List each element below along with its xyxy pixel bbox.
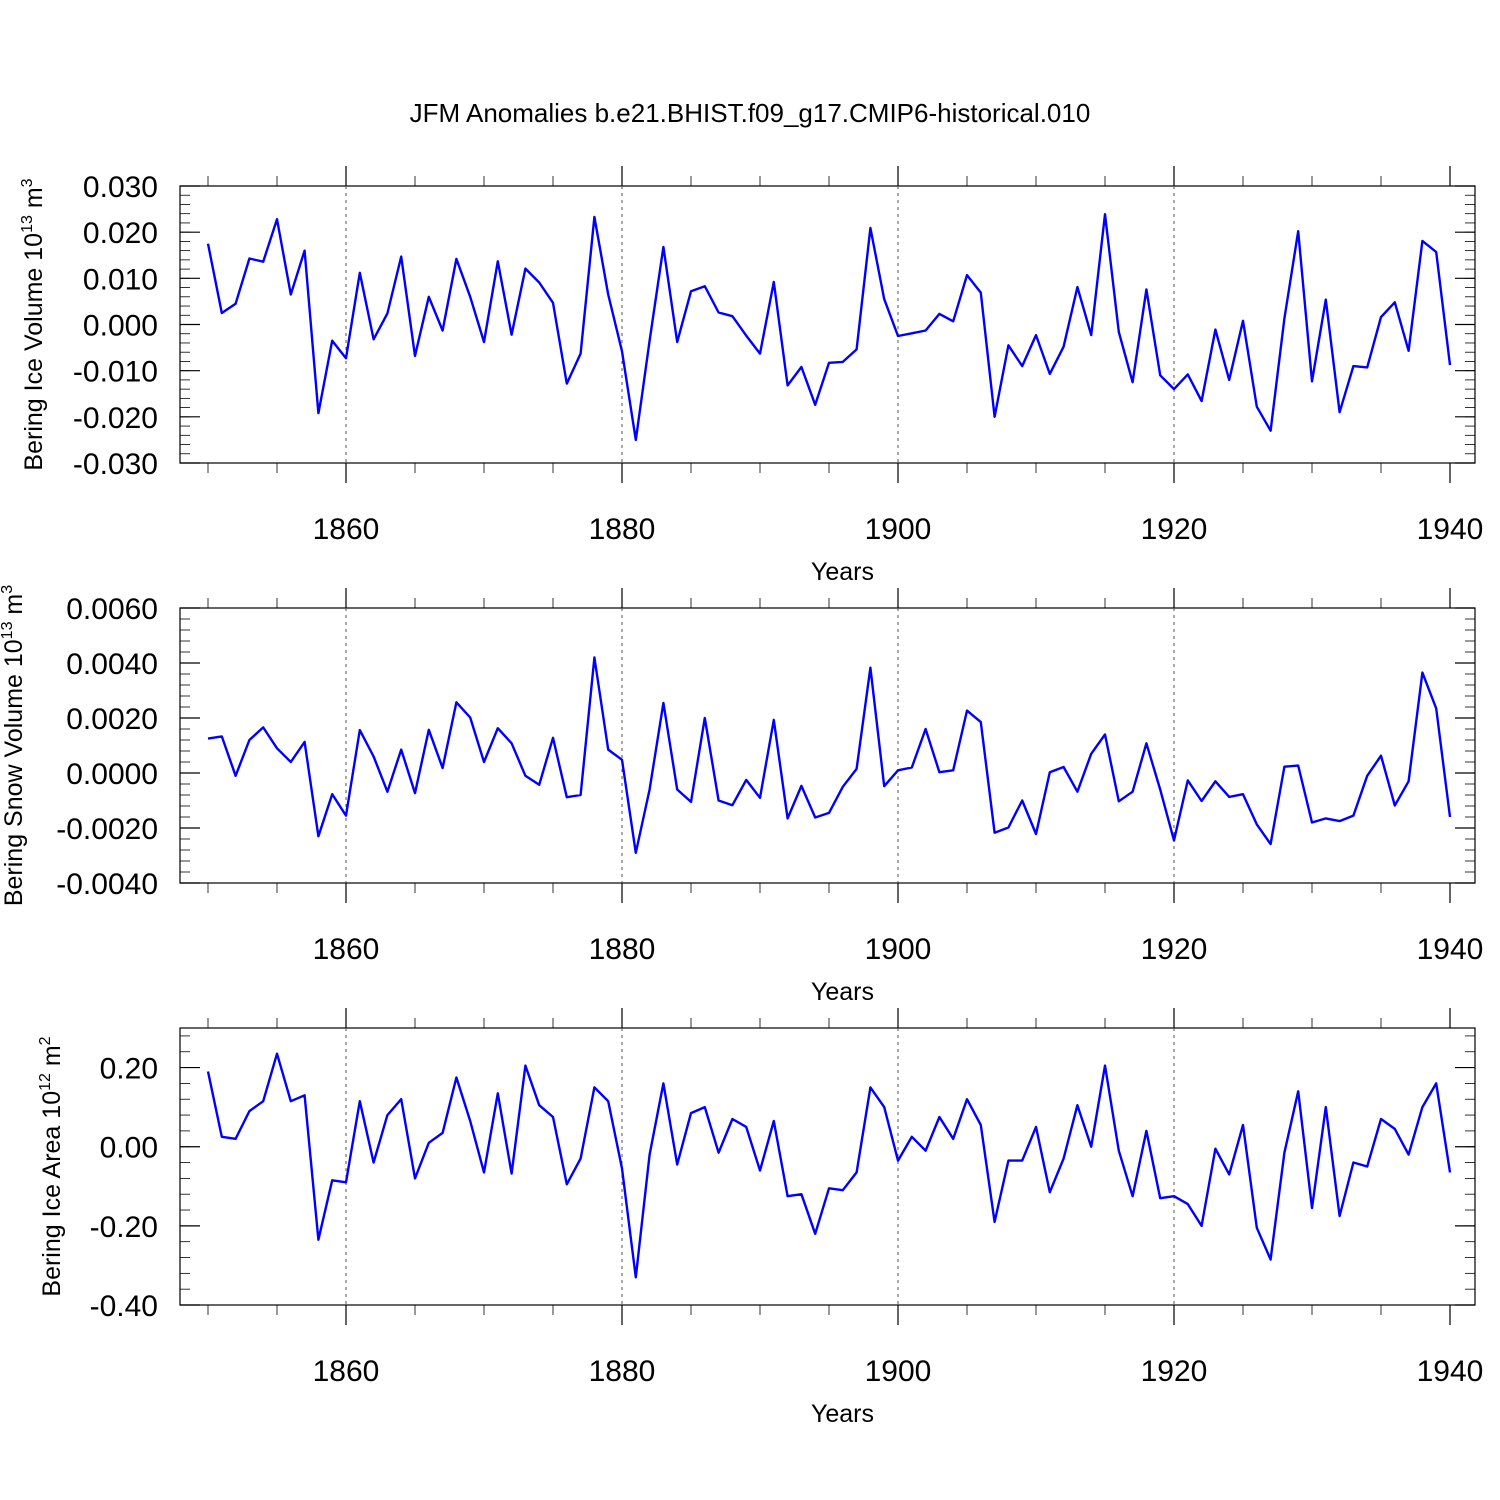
ice-volume-xtick-label: 1900 xyxy=(865,513,932,546)
snow-volume-xtick-label: 1920 xyxy=(1141,933,1208,966)
ice-area-xtick-label: 1900 xyxy=(865,1355,932,1388)
snow-volume-xtick-label: 1860 xyxy=(313,933,380,966)
ice-volume-xtick-label: 1880 xyxy=(589,513,656,546)
ice-area-ytick-label: -0.40 xyxy=(90,1290,158,1323)
ice-volume-ytick-label: 0.030 xyxy=(83,171,158,204)
figure-title: JFM Anomalies b.e21.BHIST.f09_g17.CMIP6-… xyxy=(410,98,1091,128)
snow-volume-ytick-label: -0.0020 xyxy=(56,813,158,846)
snow-volume-xtick-label: 1880 xyxy=(589,933,656,966)
snow-volume-ylabel: Bering Snow Volume 1013 m3 xyxy=(0,585,28,906)
ice-area-panel: -0.40 -0.20 0.00 0.20 1860 1880 1900 1920 1940 Ye… xyxy=(37,1008,1483,1428)
ice-volume-ytick-label: 0.000 xyxy=(83,310,158,343)
ice-volume-ylabel: Bering Ice Volume 1013 m3 xyxy=(19,178,48,470)
ice-volume-xtick-label: 1940 xyxy=(1417,513,1484,546)
ice-volume-xtick-label: 1860 xyxy=(313,513,380,546)
ice-volume-ytick-label: 0.010 xyxy=(83,263,158,296)
ice-volume-xlabel: Years xyxy=(811,558,874,586)
snow-volume-ytick-label: 0.0060 xyxy=(66,593,158,626)
snow-volume-frame xyxy=(179,607,1476,884)
ice-volume-series-line xyxy=(206,212,1452,442)
ice-area-xtick-label: 1860 xyxy=(313,1355,380,1388)
ice-area-xtick-label: 1920 xyxy=(1141,1355,1208,1388)
snow-volume-ytick-label: 0.0000 xyxy=(66,758,158,791)
ice-volume-frame xyxy=(179,185,1476,464)
panels: -0.030 -0.020 -0.010 0.000 0.010 0.020 0.030 18… xyxy=(0,166,1483,1428)
ice-area-ytick-label: -0.20 xyxy=(90,1211,158,1244)
ice-area-ytick-label: 0.20 xyxy=(100,1053,158,1086)
snow-volume-ytick-label: -0.0040 xyxy=(56,868,158,901)
ice-area-xtick-label: 1940 xyxy=(1417,1355,1484,1388)
ice-area-ylabel: Bering Ice Area 1012 m2 xyxy=(37,1036,66,1296)
ice-area-xtick-label: 1880 xyxy=(589,1355,656,1388)
ice-volume-ytick-label: -0.020 xyxy=(73,402,158,435)
snow-volume-xtick-label: 1900 xyxy=(865,933,932,966)
ice-area-series-line xyxy=(206,1052,1452,1279)
ice-volume-ytick-label: -0.030 xyxy=(73,448,158,481)
ice-area-xlabel: Years xyxy=(811,1400,874,1428)
ice-volume-panel: -0.030 -0.020 -0.010 0.000 0.010 0.020 0.030 18… xyxy=(19,166,1483,586)
snow-volume-xtick-label: 1940 xyxy=(1417,933,1484,966)
ice-volume-xtick-label: 1920 xyxy=(1141,513,1208,546)
ice-volume-ytick-label: -0.010 xyxy=(73,356,158,389)
ice-area-frame xyxy=(179,1027,1476,1306)
snow-volume-ytick-label: 0.0020 xyxy=(66,703,158,736)
ice-area-ytick-label: 0.00 xyxy=(100,1132,158,1165)
snow-volume-xlabel: Years xyxy=(811,978,874,1006)
ice-volume-ytick-label: 0.020 xyxy=(83,217,158,250)
snow-volume-series-line xyxy=(207,656,1452,854)
snow-volume-ytick-label: 0.0040 xyxy=(66,648,158,681)
snow-volume-panel: -0.0040 -0.0020 0.0000 0.0020 0.0040 0.0060 18… xyxy=(0,585,1483,1006)
